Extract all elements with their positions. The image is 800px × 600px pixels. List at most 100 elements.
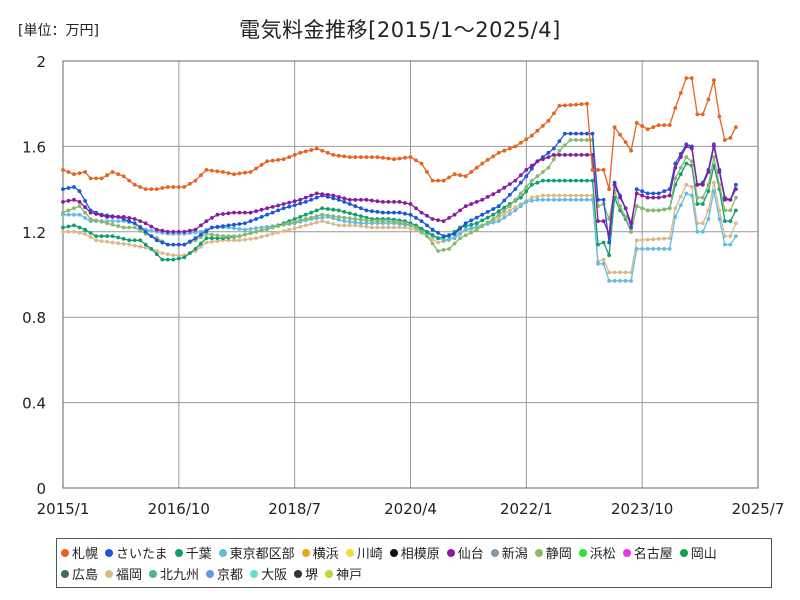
data-point: [645, 127, 650, 132]
data-point: [535, 159, 540, 164]
data-point: [546, 178, 551, 183]
data-point: [248, 231, 253, 236]
legend-item: 岡山: [679, 542, 717, 563]
data-point: [491, 220, 496, 225]
data-point: [309, 210, 314, 215]
data-point: [541, 123, 545, 128]
data-point: [607, 253, 611, 258]
data-point: [667, 206, 672, 211]
data-point: [287, 221, 292, 226]
data-point: [149, 187, 154, 192]
plot-area-border: [62, 60, 759, 489]
data-point: [342, 223, 347, 228]
data-point: [94, 234, 98, 239]
data-point: [640, 247, 645, 251]
data-point: [237, 227, 242, 231]
data-point: [171, 257, 176, 262]
data-point: [458, 236, 462, 241]
data-point: [678, 91, 683, 95]
data-point: [436, 240, 440, 245]
data-point: [480, 197, 485, 202]
data-point: [182, 255, 187, 260]
data-point: [430, 233, 435, 237]
data-point: [270, 225, 275, 230]
data-point: [579, 178, 584, 183]
data-point: [77, 200, 82, 204]
data-point: [359, 221, 363, 226]
data-point: [618, 195, 622, 200]
data-point: [359, 155, 363, 160]
data-point: [386, 210, 391, 215]
data-point: [518, 195, 523, 200]
data-point: [116, 172, 121, 177]
data-point: [403, 155, 407, 160]
data-point: [695, 182, 700, 187]
data-point: [563, 143, 567, 148]
data-point: [700, 195, 705, 200]
data-point: [541, 193, 545, 198]
data-point: [259, 215, 264, 219]
legend-label: 京都: [217, 568, 244, 583]
data-point: [546, 155, 551, 160]
data-point: [77, 231, 82, 235]
data-point: [524, 189, 529, 194]
data-point: [331, 214, 336, 219]
data-point: [529, 166, 534, 171]
data-point: [292, 153, 297, 157]
data-point: [452, 236, 457, 241]
data-point: [524, 200, 529, 204]
data-point: [568, 197, 573, 202]
data-point: [199, 232, 203, 237]
data-point: [83, 210, 87, 215]
data-point: [723, 138, 727, 142]
data-point: [474, 224, 479, 229]
data-point: [436, 249, 440, 253]
data-point: [243, 221, 247, 226]
data-point: [375, 210, 380, 214]
data-point: [303, 212, 308, 217]
data-point: [210, 216, 214, 220]
series-札幌: [61, 76, 738, 192]
data-point: [414, 206, 418, 211]
data-point: [143, 221, 148, 226]
data-point: [463, 227, 468, 232]
data-point: [414, 225, 418, 230]
data-point: [507, 212, 512, 216]
legend-marker-icon: [446, 548, 455, 557]
data-point: [176, 256, 181, 261]
data-point: [601, 219, 606, 224]
data-point: [221, 224, 225, 229]
data-point: [706, 170, 711, 174]
data-point: [83, 198, 87, 203]
legend-label: 神戸: [336, 568, 363, 583]
data-point: [309, 215, 314, 220]
data-point: [105, 239, 109, 244]
data-point: [325, 150, 330, 155]
data-point: [662, 247, 667, 251]
data-point: [336, 195, 341, 199]
data-point: [678, 172, 683, 177]
data-point: [72, 197, 76, 202]
data-point: [518, 140, 523, 145]
data-point: [640, 124, 645, 128]
data-point: [226, 211, 231, 216]
data-point: [640, 189, 645, 194]
data-point: [77, 189, 82, 194]
data-point: [281, 157, 286, 162]
legend-marker-icon: [61, 569, 69, 578]
data-point: [243, 170, 247, 175]
data-point: [83, 227, 87, 232]
data-point: [717, 114, 722, 119]
data-point: [66, 229, 71, 234]
data-point: [347, 202, 352, 206]
data-point: [563, 153, 567, 157]
data-point: [689, 193, 694, 198]
data-point: [695, 112, 700, 117]
data-point: [425, 213, 429, 218]
data-point: [419, 210, 424, 215]
data-point: [88, 231, 93, 235]
data-point: [392, 200, 396, 204]
x-tick-label: 2025/7: [732, 500, 785, 518]
data-point: [507, 182, 512, 187]
data-point: [469, 170, 474, 174]
